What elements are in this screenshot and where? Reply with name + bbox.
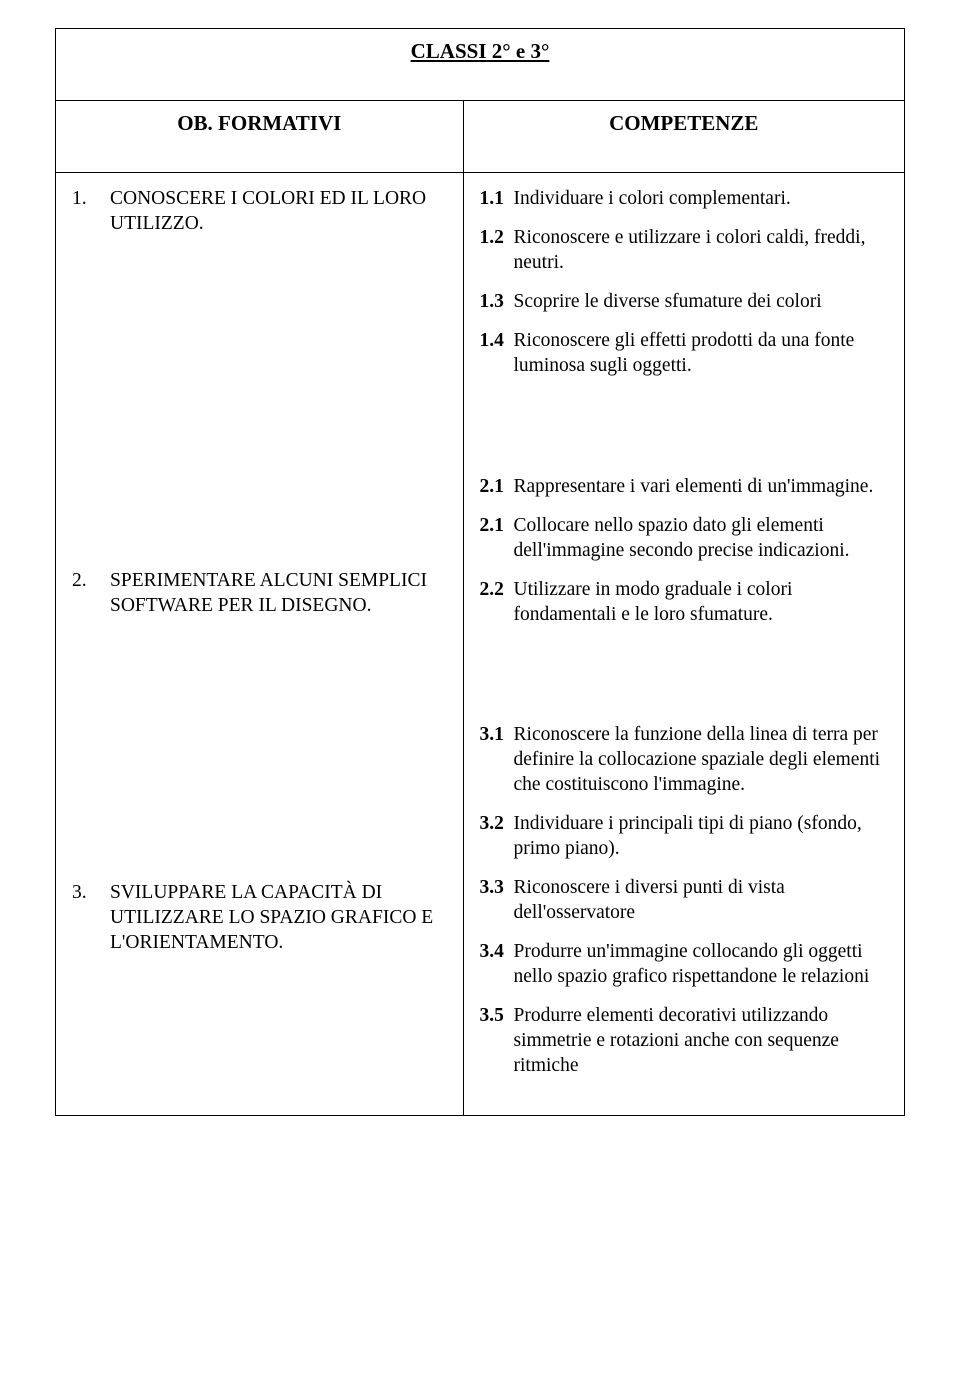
competency-text: Individuare i colori complementari. <box>514 187 888 212</box>
competency-num: 3.5 <box>480 1004 514 1079</box>
competency-num: 3.3 <box>480 876 514 926</box>
col-header-left: OB. FORMATIVI <box>56 101 464 173</box>
col-header-right: COMPETENZE <box>463 101 904 173</box>
competency-num: 1.3 <box>480 290 514 315</box>
competency-item: 2.2 Utilizzare in modo graduale i colori… <box>480 578 888 628</box>
competency-item: 2.1 Rappresentare i vari elementi di un'… <box>480 475 888 500</box>
competency-item: 3.1 Riconoscere la funzione della linea … <box>480 723 888 798</box>
objective-num: 2. <box>72 569 110 619</box>
competency-item: 3.5 Produrre elementi decorativi utilizz… <box>480 1004 888 1079</box>
competencies-cell: 1.1 Individuare i colori complementari. … <box>463 173 904 1116</box>
group-gap <box>480 379 888 475</box>
competency-text: Utilizzare in modo graduale i colori fon… <box>514 578 888 628</box>
objective-num: 3. <box>72 881 110 956</box>
group-gap <box>480 627 888 723</box>
objective-item: 3. SVILUPPARE LA CAPACITÀ DI UTILIZZARE … <box>72 881 447 956</box>
competency-num: 3.2 <box>480 812 514 862</box>
competency-item: 2.1 Collocare nello spazio dato gli elem… <box>480 514 888 564</box>
competency-num: 1.4 <box>480 329 514 379</box>
competency-item: 1.2 Riconoscere e utilizzare i colori ca… <box>480 226 888 276</box>
competency-num: 2.1 <box>480 514 514 564</box>
competency-text: Produrre elementi decorativi utilizzando… <box>514 1004 888 1079</box>
objective-item: 1. CONOSCERE I COLORI ED IL LORO UTILIZZ… <box>72 187 447 237</box>
competency-num: 2.1 <box>480 475 514 500</box>
page-title: CLASSI 2° e 3° <box>411 39 550 63</box>
competency-num: 3.4 <box>480 940 514 990</box>
competency-text: Rappresentare i vari elementi di un'imma… <box>514 475 888 500</box>
competency-num: 1.1 <box>480 187 514 212</box>
body-row: 1. CONOSCERE I COLORI ED IL LORO UTILIZZ… <box>56 173 905 1116</box>
objectives-cell: 1. CONOSCERE I COLORI ED IL LORO UTILIZZ… <box>56 173 464 1116</box>
title-row: CLASSI 2° e 3° <box>56 29 905 101</box>
page: CLASSI 2° e 3° OB. FORMATIVI COMPETENZE … <box>0 0 960 1384</box>
competency-item: 3.4 Produrre un'immagine collocando gli … <box>480 940 888 990</box>
competency-text: Produrre un'immagine collocando gli ogge… <box>514 940 888 990</box>
competency-text: Riconoscere gli effetti prodotti da una … <box>514 329 888 379</box>
title-cell: CLASSI 2° e 3° <box>56 29 905 101</box>
competency-text: Scoprire le diverse sfumature dei colori <box>514 290 888 315</box>
competency-item: 3.3 Riconoscere i diversi punti di vista… <box>480 876 888 926</box>
competency-item: 1.1 Individuare i colori complementari. <box>480 187 888 212</box>
competency-text: Collocare nello spazio dato gli elementi… <box>514 514 888 564</box>
competency-text: Individuare i principali tipi di piano (… <box>514 812 888 862</box>
document-table: CLASSI 2° e 3° OB. FORMATIVI COMPETENZE … <box>55 28 905 1116</box>
objective-text: CONOSCERE I COLORI ED IL LORO UTILIZZO. <box>110 187 447 237</box>
competency-text: Riconoscere e utilizzare i colori caldi,… <box>514 226 888 276</box>
competency-num: 2.2 <box>480 578 514 628</box>
competency-item: 1.4 Riconoscere gli effetti prodotti da … <box>480 329 888 379</box>
objective-num: 1. <box>72 187 110 237</box>
competency-text: Riconoscere i diversi punti di vista del… <box>514 876 888 926</box>
header-row: OB. FORMATIVI COMPETENZE <box>56 101 905 173</box>
competency-item: 3.2 Individuare i principali tipi di pia… <box>480 812 888 862</box>
objective-text: SVILUPPARE LA CAPACITÀ DI UTILIZZARE LO … <box>110 881 447 956</box>
competency-item: 1.3 Scoprire le diverse sfumature dei co… <box>480 290 888 315</box>
competency-num: 3.1 <box>480 723 514 798</box>
competency-text: Riconoscere la funzione della linea di t… <box>514 723 888 798</box>
objective-text: SPERIMENTARE ALCUNI SEMPLICI SOFTWARE PE… <box>110 569 447 619</box>
competency-num: 1.2 <box>480 226 514 276</box>
spacer <box>72 709 447 881</box>
spacer <box>72 327 447 569</box>
objective-item: 2. SPERIMENTARE ALCUNI SEMPLICI SOFTWARE… <box>72 569 447 619</box>
